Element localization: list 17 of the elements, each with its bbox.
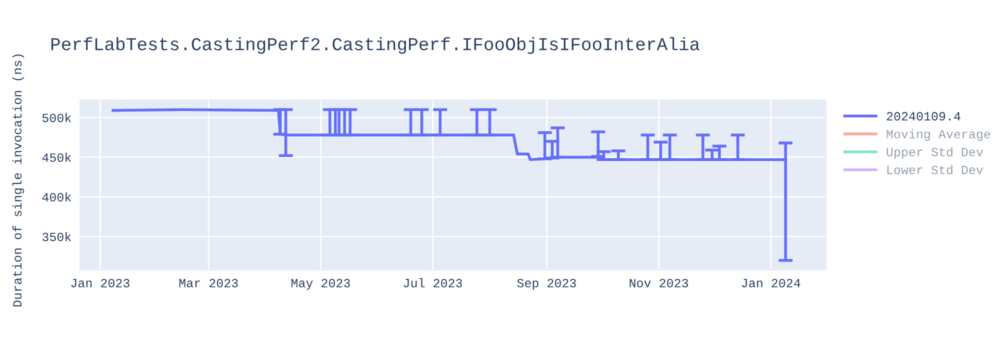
legend-label: Upper Std Dev xyxy=(886,147,984,159)
chart-title: PerfLabTests.CastingPerf2.CastingPerf.IFooObjIsIFooInterAlia xyxy=(51,37,700,54)
x-tick-label: Nov 2023 xyxy=(630,278,688,288)
x-tick-label: Jan 2024 xyxy=(742,278,800,288)
legend-label: 20240109.4 xyxy=(886,112,960,121)
y-tick-label: 400k xyxy=(42,192,72,202)
y-tick-label: 450k xyxy=(42,152,72,162)
y-tick-label: 350k xyxy=(42,232,72,242)
x-tick-label: Sep 2023 xyxy=(517,278,576,290)
x-tick-label: Jan 2023 xyxy=(71,278,130,288)
x-tick-label: Jul 2023 xyxy=(404,278,462,288)
legend-label: Lower Std Dev xyxy=(887,165,984,174)
x-tick-label: May 2023 xyxy=(291,278,350,290)
y-tick-label: 500k xyxy=(42,113,72,122)
y-axis-title: Duration of single invocation (ns) xyxy=(12,54,24,306)
legend-label: Moving Average xyxy=(886,129,990,141)
x-tick-label: Mar 2023 xyxy=(179,278,238,288)
